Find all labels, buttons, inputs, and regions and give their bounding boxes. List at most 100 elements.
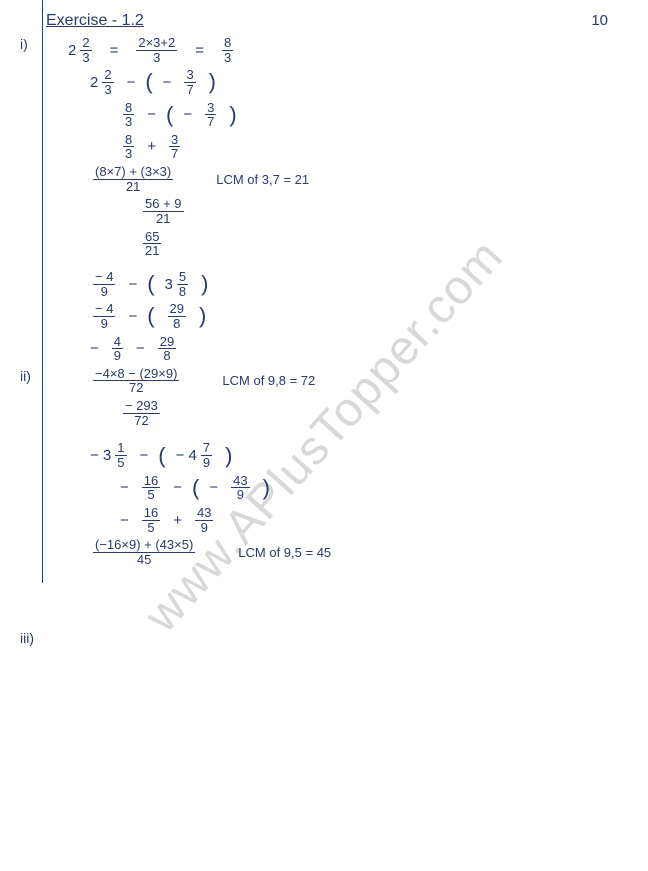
p1-step1: 2 23 − ( − 37 ) [90, 68, 628, 96]
margin-rule [42, 0, 43, 583]
den: 3 [151, 51, 162, 65]
problem-marker: ii) [20, 368, 31, 384]
num: 29 [168, 302, 186, 317]
lcm-note: LCM of 9,8 = 72 [222, 373, 315, 388]
num: − 4 [93, 270, 115, 285]
den: 5 [145, 488, 156, 502]
num: 5 [177, 270, 188, 285]
num: 3 [184, 68, 195, 83]
num: − 293 [123, 399, 160, 414]
minus: − [127, 74, 136, 91]
paren-open: ( [147, 271, 154, 297]
num: −4×8 − (29×9) [93, 367, 179, 382]
num: 43 [195, 506, 213, 521]
p3-step1: − 3 15 − ( − 4 79 ) [90, 441, 628, 469]
num: 2 [80, 36, 91, 51]
den: 72 [127, 381, 145, 395]
minus: − [128, 308, 137, 325]
equals: = [110, 42, 119, 59]
whole: 2 [68, 42, 76, 59]
p2-answer: − 29372 [120, 399, 628, 427]
den: 7 [205, 115, 216, 129]
num: 3 [205, 101, 216, 116]
p3-step2: − 165 − ( − 439 ) [120, 474, 628, 502]
num: 8 [123, 101, 134, 116]
den: 3 [123, 115, 134, 129]
num: 8 [222, 36, 233, 51]
p1-step5: 56 + 921 [140, 197, 628, 225]
p3-step3: − 165 + 439 [120, 506, 628, 534]
num: 43 [231, 474, 249, 489]
num: 16 [142, 474, 160, 489]
sign: − [209, 479, 218, 496]
den: 5 [115, 456, 126, 470]
den: 9 [235, 488, 246, 502]
paren-close: ) [263, 475, 270, 501]
paren-close: ) [201, 271, 208, 297]
paren-open: ( [166, 102, 173, 128]
num: (−16×9) + (43×5) [93, 538, 195, 553]
paren-open: ( [147, 303, 154, 329]
den: 9 [201, 456, 212, 470]
lcm-note: LCM of 3,7 = 21 [216, 172, 309, 187]
minus: − [90, 340, 99, 357]
problem-marker: iii) [20, 630, 34, 646]
den: 21 [143, 244, 161, 258]
minus: − [140, 447, 149, 464]
paren-close: ) [225, 443, 232, 469]
paren-close: ) [229, 102, 236, 128]
whole: − 4 [176, 447, 197, 464]
problem-marker: i) [20, 36, 28, 52]
p2-step3: − 49 − 298 [90, 335, 628, 363]
whole: 2 [90, 74, 98, 91]
p1-step2: 83 − ( − 37 ) [120, 101, 628, 129]
num: 56 + 9 [143, 197, 184, 212]
whole: − 3 [90, 447, 111, 464]
num: 1 [115, 441, 126, 456]
page-number: 10 [591, 12, 608, 29]
p2-step1: − 49 − ( 3 58 ) [90, 270, 628, 298]
den: 9 [112, 349, 123, 363]
den: 21 [124, 180, 142, 194]
den: 8 [161, 349, 172, 363]
p1-conversion: 2 23 = 2×3+23 = 83 [68, 36, 628, 64]
den: 21 [154, 212, 172, 226]
den: 8 [171, 317, 182, 331]
num: 2×3+2 [136, 36, 177, 51]
minus: − [147, 106, 156, 123]
num: 2 [102, 68, 113, 83]
page-content: 10 Exercise - 1.2 i) 2 23 = 2×3+23 = 83 … [0, 0, 648, 583]
sign: − [163, 74, 172, 91]
paren-open: ( [158, 443, 165, 469]
paren-close: ) [199, 303, 206, 329]
num: (8×7) + (3×3) [93, 165, 173, 180]
p1-step4: (8×7) + (3×3)21 LCM of 3,7 = 21 [90, 165, 628, 193]
num: − 4 [93, 302, 115, 317]
p3-step4: (−16×9) + (43×5)45 LCM of 9,5 = 45 [90, 538, 628, 566]
paren-close: ) [209, 69, 216, 95]
num: 7 [201, 441, 212, 456]
exercise-title: Exercise - 1.2 [46, 12, 628, 30]
den: 8 [177, 285, 188, 299]
paren-open: ( [192, 475, 199, 501]
num: 8 [123, 133, 134, 148]
den: 5 [145, 521, 156, 535]
den: 3 [123, 147, 134, 161]
num: 29 [158, 335, 176, 350]
equals: = [195, 42, 204, 59]
minus: − [128, 276, 137, 293]
num: 4 [112, 335, 123, 350]
den: 45 [135, 553, 153, 567]
plus: + [147, 138, 156, 155]
num: 16 [142, 506, 160, 521]
minus: − [120, 512, 129, 529]
den: 72 [132, 414, 150, 428]
lcm-note: LCM of 9,5 = 45 [238, 545, 331, 560]
p2-step2: − 49 − ( 298 ) [90, 302, 628, 330]
p2-step4: −4×8 − (29×9)72 LCM of 9,8 = 72 [90, 367, 628, 395]
sign: − [120, 479, 129, 496]
sign: − [183, 106, 192, 123]
den: 7 [169, 147, 180, 161]
whole: 3 [165, 276, 173, 293]
minus: − [136, 340, 145, 357]
